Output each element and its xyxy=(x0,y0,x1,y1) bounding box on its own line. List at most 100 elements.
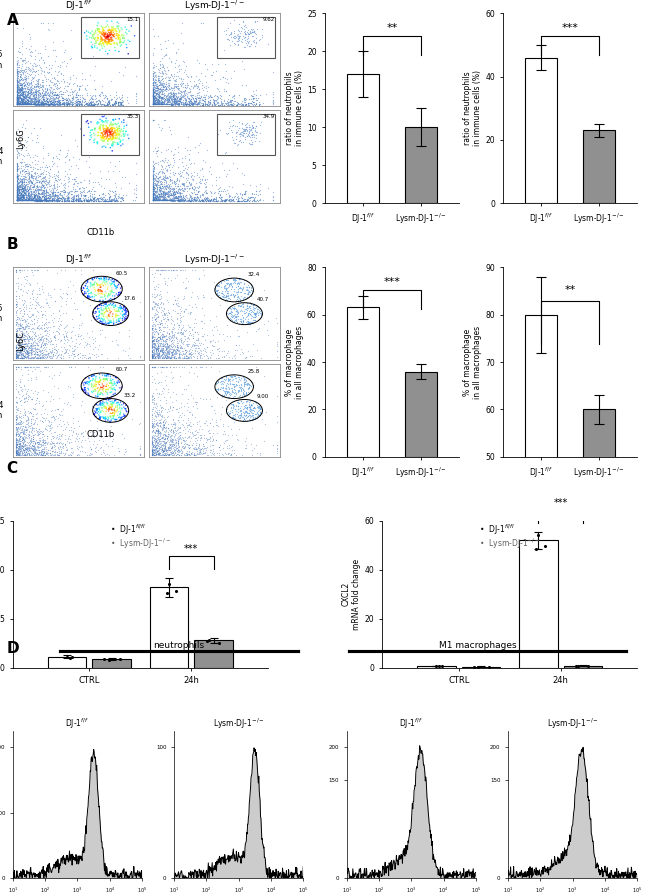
Point xyxy=(80,383,90,397)
Point xyxy=(109,194,119,208)
Point xyxy=(189,435,200,449)
Point xyxy=(222,276,232,290)
Point xyxy=(128,194,138,208)
Point xyxy=(162,340,173,354)
Point xyxy=(52,88,62,102)
Point xyxy=(10,332,21,346)
Point xyxy=(39,68,49,82)
Point xyxy=(18,183,28,197)
Point xyxy=(148,89,159,103)
Point xyxy=(52,419,62,434)
Point xyxy=(22,96,32,110)
Point xyxy=(190,189,200,203)
Point xyxy=(42,177,53,191)
Point xyxy=(95,410,105,425)
Point xyxy=(103,316,114,331)
Point xyxy=(239,122,250,136)
Point xyxy=(161,448,172,462)
Point xyxy=(153,447,164,461)
Point xyxy=(32,275,42,289)
Point xyxy=(43,194,53,209)
Point xyxy=(161,340,171,354)
Point xyxy=(49,445,60,460)
Point xyxy=(83,98,93,112)
Point xyxy=(90,275,100,289)
Point xyxy=(20,345,30,359)
Point xyxy=(59,336,70,350)
Point xyxy=(16,347,27,361)
Point xyxy=(17,194,27,208)
Point xyxy=(181,142,192,157)
Point xyxy=(254,399,265,413)
Point xyxy=(185,345,196,359)
Point xyxy=(14,97,24,111)
Point xyxy=(13,348,23,362)
Point xyxy=(172,334,183,349)
Point xyxy=(13,162,23,177)
Point xyxy=(35,351,46,366)
Point xyxy=(14,96,25,110)
Point xyxy=(244,380,254,394)
Point xyxy=(179,329,189,343)
Point xyxy=(158,343,168,358)
Point xyxy=(33,97,44,111)
Point xyxy=(198,152,208,167)
Point xyxy=(246,448,257,462)
Point xyxy=(243,308,254,323)
Point xyxy=(41,446,51,461)
Point xyxy=(227,194,238,208)
Point xyxy=(235,388,246,402)
Point xyxy=(160,437,170,452)
Point xyxy=(34,287,44,301)
Point xyxy=(155,316,165,331)
Point xyxy=(243,39,254,53)
Point xyxy=(15,437,25,452)
Point xyxy=(241,385,252,400)
Point xyxy=(155,348,166,362)
Point xyxy=(194,84,205,99)
Point xyxy=(96,31,107,46)
Point xyxy=(187,90,197,104)
Point xyxy=(152,177,162,191)
Point xyxy=(148,83,159,98)
Point xyxy=(79,95,89,109)
Point xyxy=(19,402,29,417)
Point xyxy=(154,429,164,444)
Point xyxy=(215,375,226,389)
Point xyxy=(157,442,168,456)
Point xyxy=(162,431,173,445)
Point xyxy=(240,92,250,107)
Point xyxy=(46,308,57,323)
Point xyxy=(86,442,96,456)
Point xyxy=(185,346,196,360)
Point xyxy=(110,96,120,110)
Point xyxy=(11,445,21,460)
Point xyxy=(233,374,244,388)
Point xyxy=(160,91,170,106)
Point xyxy=(248,121,259,135)
Point xyxy=(23,82,33,97)
Point xyxy=(34,422,44,436)
Point xyxy=(27,194,37,208)
Point xyxy=(14,185,25,199)
Point xyxy=(118,94,128,108)
Point xyxy=(52,194,62,209)
Point xyxy=(40,84,50,99)
Point xyxy=(244,316,255,331)
Point xyxy=(100,373,110,387)
Point xyxy=(25,349,36,364)
Point xyxy=(152,445,162,460)
Point xyxy=(227,307,237,322)
Point xyxy=(97,125,107,140)
Point xyxy=(244,280,254,294)
Point xyxy=(147,344,157,358)
Point xyxy=(166,446,177,461)
Point xyxy=(164,86,174,100)
Point xyxy=(18,326,29,340)
Point xyxy=(174,194,185,208)
Point xyxy=(204,194,214,209)
Point xyxy=(148,97,159,111)
Point xyxy=(17,94,27,108)
Point xyxy=(23,276,34,290)
Point xyxy=(21,339,31,353)
